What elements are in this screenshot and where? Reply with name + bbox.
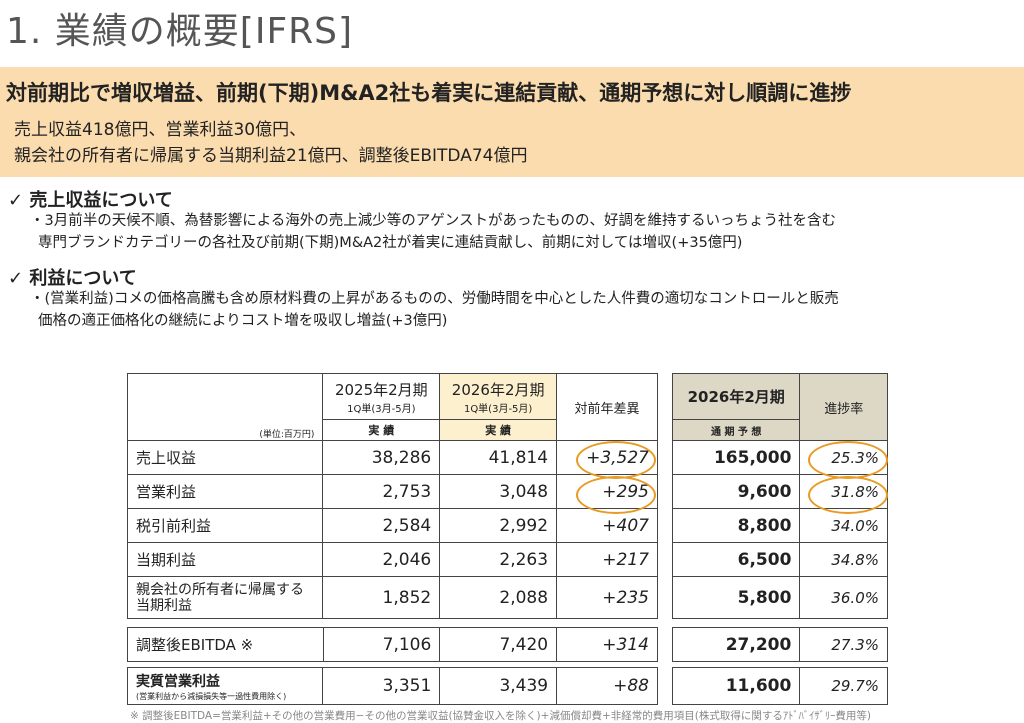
forecast-adjusted: 11,600 29.7% <box>671 667 888 705</box>
highlight-circle <box>576 476 656 514</box>
highlight-circle <box>576 441 656 479</box>
section-heading: ✓ 利益について <box>8 268 137 289</box>
forecast-table: 2026年2月期 進捗率 通 期 予 想 165,000 25.3% 9,600 31… <box>671 373 888 619</box>
footnote: ※ 調整後EBITDA=営業利益+その他の営業費用−その他の営業収益(協賛金収入… <box>130 710 871 722</box>
table-row: 親会社の所有者に帰属する当期利益 1,852 2,088 +235 <box>126 576 658 619</box>
section-heading: ✓ 売上収益について <box>8 190 173 211</box>
table-row: 27,200 27.3% <box>671 627 888 662</box>
table-row: 11,600 29.7% <box>671 667 888 705</box>
summary-line: 売上収益418億円、営業利益30億円、 <box>14 120 307 140</box>
unit-label: (単位:百万円) <box>126 373 324 441</box>
table-row: 税引前利益 2,584 2,992 +407 <box>126 508 658 543</box>
page-title: 1. 業績の概要[IFRS] <box>6 11 354 52</box>
ebitda-table: 調整後EBITDA ※ 7,106 7,420 +314 <box>127 627 658 662</box>
table-row: 当期利益 2,046 2,263 +217 <box>126 542 658 577</box>
table-row: 調整後EBITDA ※ 7,106 7,420 +314 <box>127 627 658 662</box>
section-text: ・(営業利益)コメの価格高騰も含め原材料費の上昇があるものの、労働時間を中心とし… <box>30 291 839 329</box>
summary-line: 親会社の所有者に帰属する当期利益21億円、調整後EBITDA74億円 <box>14 146 528 166</box>
table-row: 実質営業利益 (営業利益から減損損失等一過性費用除く) 3,351 3,439 +88 <box>126 667 658 705</box>
forecast-ebitda: 27,200 27.3% <box>671 627 888 662</box>
section-text: ・3月前半の天候不順、為替影響による海外の売上減少等のアゲンストがあったものの、… <box>30 213 836 251</box>
summary-band: 対前期比で増収増益、前期(下期)M&A2社も着実に連結貢献、通期予想に対し順調に… <box>0 67 1024 177</box>
headline: 対前期比で増収増益、前期(下期)M&A2社も着実に連結貢献、通期予想に対し順調に… <box>6 81 852 105</box>
table-row: 5,800 36.0% <box>671 576 888 619</box>
table-row: 6,500 34.8% <box>671 542 888 577</box>
highlight-circle <box>808 476 888 514</box>
adjusted-table: 実質営業利益 (営業利益から減損損失等一過性費用除く) 3,351 3,439 +88 <box>126 667 658 705</box>
results-table: (単位:百万円) 2025年2月期 1Q単(3月-5月) 2026年2月期 1Q単(… <box>126 373 658 619</box>
highlight-circle <box>808 441 888 479</box>
